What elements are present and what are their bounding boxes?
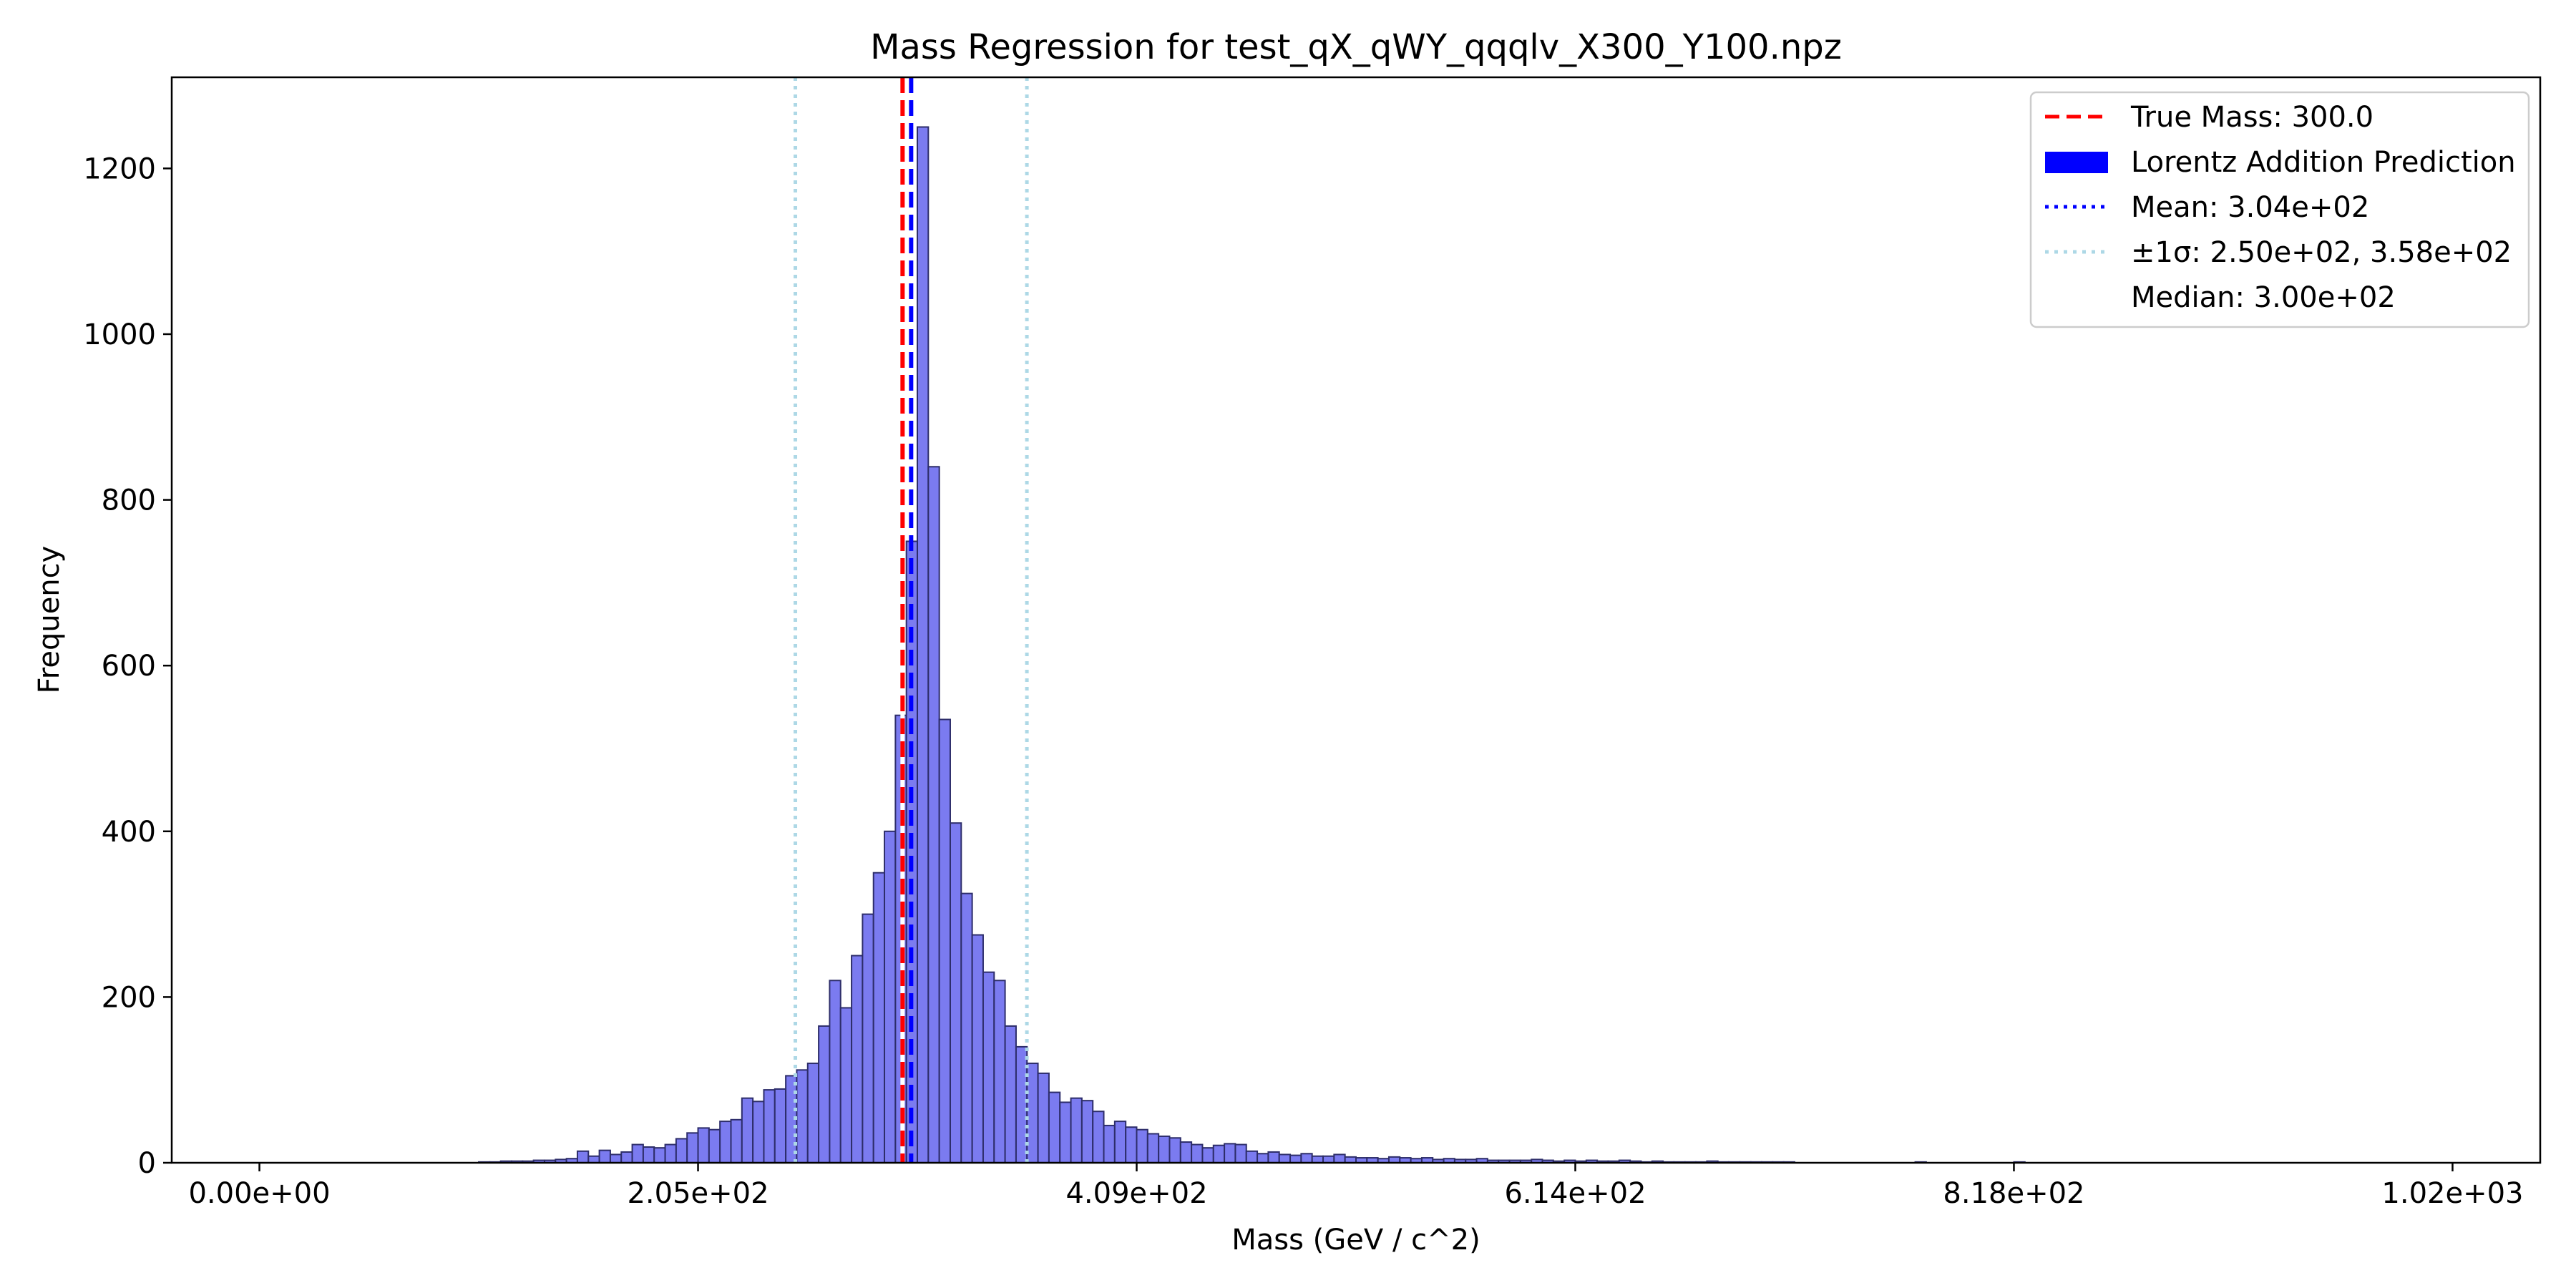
histogram-bar [598,1149,611,1164]
histogram-bar [609,1153,623,1164]
histogram-bar [1322,1155,1335,1163]
histogram-bar [1245,1150,1259,1164]
histogram-bar [1004,1025,1017,1164]
histogram-bar [1080,1100,1094,1164]
histogram-bar [1070,1097,1083,1164]
y-tick-label: 400 [102,816,156,849]
histogram-bar [1278,1153,1292,1164]
legend-label: Median: 3.00e+02 [2131,281,2396,314]
histogram-bar [949,822,962,1163]
histogram-bar [1113,1121,1127,1163]
histogram-bar [642,1146,655,1163]
histogram-bar [686,1132,699,1164]
histogram-bar [960,892,973,1164]
histogram-bar [1169,1137,1181,1164]
x-tick-label: 0.00e+00 [188,1177,330,1210]
y-tick-label: 1000 [83,318,156,351]
histogram-bar [1201,1147,1214,1164]
legend-swatch [2045,152,2108,173]
histogram-bar [839,1007,853,1163]
y-axis: 0 200 400 600 800 1000 1200 [83,152,172,1180]
histogram-bar [1026,1063,1039,1164]
histogram-bar [587,1155,600,1163]
histogram-bar [1048,1091,1061,1163]
histogram-bar [993,980,1006,1163]
legend: True Mass: 300.0 Lorentz Addition Predict… [2029,91,2530,328]
legend-label: True Mass: 300.0 [2130,101,2373,134]
x-axis-label: Mass (GeV / c^2) [1231,1224,1480,1257]
histogram-bar [1191,1143,1204,1164]
histogram-bar [1300,1153,1313,1164]
histogram-bar [1212,1144,1226,1164]
x-tick-label: 8.18e+02 [1943,1177,2084,1210]
y-tick-label: 600 [102,650,156,683]
histogram-bar [872,872,886,1163]
histogram-bar [971,934,984,1164]
histogram-bar [982,971,995,1164]
histogram-bar [1257,1153,1269,1164]
histogram-bar [653,1147,666,1164]
histogram-bar [1289,1154,1302,1163]
histogram-bar [1037,1072,1050,1164]
histogram-bar [917,126,930,1164]
legend-label: ±1σ: 2.50e+02, 3.58e+02 [2131,236,2512,269]
histogram-bar [741,1097,754,1164]
histogram-bar [806,1063,820,1164]
histogram-bar [620,1151,633,1163]
histogram-bar [1136,1128,1148,1164]
x-tick-label: 2.05e+02 [627,1177,769,1210]
histogram-bar [631,1143,644,1164]
histogram-bar [763,1089,776,1163]
histogram-bar [719,1121,732,1163]
histogram-bar [1267,1151,1280,1163]
histogram-bar [927,466,940,1163]
histogram-bar [796,1069,809,1164]
y-axis-label: Frequency [33,546,66,694]
histogram-bar [1125,1126,1138,1163]
histogram-bar [938,718,951,1163]
histogram-bar [862,913,874,1163]
legend-label: Lorentz Addition Prediction [2131,146,2516,179]
x-axis: 0.00e+00 2.05e+02 4.09e+02 6.14e+02 8.18e+02… [188,1163,2524,1210]
histogram-bar [818,1025,831,1164]
histogram-bar [708,1128,721,1164]
histogram-bar [697,1127,710,1163]
histogram-bar [675,1138,688,1164]
x-tick-label: 6.14e+02 [1504,1177,1646,1210]
histogram-bar [1234,1143,1247,1164]
reference-lines [794,77,1029,1163]
histogram-bar [1146,1133,1160,1163]
histogram-bar [730,1118,743,1164]
histogram-bar [1103,1124,1116,1164]
y-tick-label: 0 [138,1147,156,1180]
histogram-bar [829,980,841,1163]
histogram-bar [1311,1155,1324,1163]
histogram-bar [1179,1141,1193,1164]
histogram-bar [774,1088,787,1163]
y-tick-label: 1200 [83,152,156,185]
histogram-bar [851,955,864,1163]
histogram-bar [664,1143,677,1164]
x-tick-label: 1.02e+03 [2381,1177,2523,1210]
chart-title: Mass Regression for test_qX_qWY_qqqlv_X3… [870,27,1842,67]
histogram-bar [1158,1135,1171,1163]
histogram-bar [1059,1101,1072,1163]
y-tick-label: 800 [102,484,156,517]
histogram-bar [1333,1153,1346,1164]
histogram-bar [884,830,897,1164]
x-tick-label: 4.09e+02 [1065,1177,1207,1210]
legend-label: Mean: 3.04e+02 [2131,191,2369,224]
histogram-bar [576,1150,590,1164]
axes-frame [170,76,2542,1164]
y-tick-label: 200 [102,981,156,1014]
histogram-bar [1224,1143,1236,1163]
histogram-bar [1092,1111,1105,1163]
legend-box [2029,91,2530,328]
histogram-bar [752,1101,765,1164]
